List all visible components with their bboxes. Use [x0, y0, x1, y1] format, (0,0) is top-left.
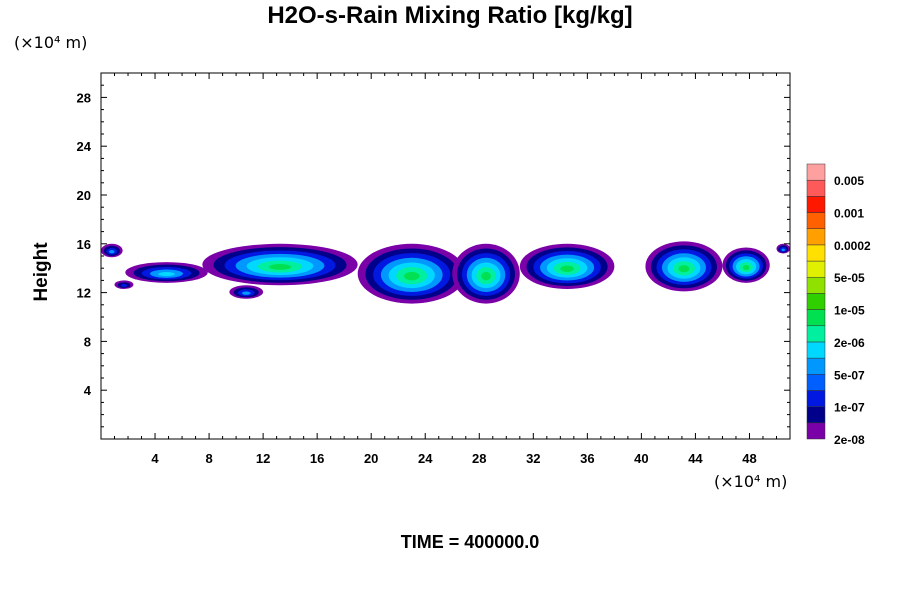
cloud-contour-level [678, 265, 690, 273]
y-axis-unit: (×10⁴ m) [14, 33, 88, 52]
colorbar-swatch [806, 244, 826, 262]
colorbar-swatch [806, 260, 826, 278]
cloud-region [519, 243, 615, 289]
colorbar-label: 2e-08 [834, 433, 865, 447]
cloud-contour-level [742, 265, 750, 271]
y-tick-label: 16 [77, 237, 91, 252]
cloud-contour-level [560, 265, 574, 272]
cloud-region [101, 243, 123, 258]
cloud-region [357, 243, 466, 304]
x-tick-label: 44 [688, 451, 703, 466]
colorbar-swatch [806, 309, 826, 327]
colorbar-label: 5e-05 [834, 271, 865, 285]
cloud-region [645, 241, 723, 292]
time-label: TIME = 400000.0 [400, 532, 540, 552]
cloud-region [114, 280, 134, 289]
x-tick-label: 48 [742, 451, 756, 466]
y-tick-label: 4 [84, 383, 92, 398]
colorbar-label: 0.001 [834, 207, 864, 221]
colorbar-swatch [806, 325, 826, 343]
colorbar-swatch [806, 422, 826, 440]
cloud-region [125, 262, 208, 283]
colorbar-swatch [806, 357, 826, 375]
cloud-contour-level [109, 250, 115, 254]
x-tick-label: 24 [418, 451, 433, 466]
y-tick-label: 12 [77, 286, 91, 301]
x-tick-label: 8 [205, 451, 212, 466]
colorbar-label: 0.005 [834, 174, 864, 188]
y-axis-ticks: 4 8 12 16 20 24 28 [77, 84, 790, 428]
cloud-contour-level [158, 271, 175, 277]
colorbar-swatch [806, 341, 826, 359]
colorbar-label: 0.0002 [834, 239, 871, 253]
x-tick-label: 16 [310, 451, 324, 466]
colorbar-swatch [806, 163, 826, 181]
x-tick-label: 4 [151, 451, 159, 466]
colorbar-swatch [806, 406, 826, 424]
x-tick-label: 32 [526, 451, 540, 466]
cloud-contour-level [404, 271, 420, 281]
y-tick-label: 20 [77, 188, 91, 203]
colorbar-swatch [806, 276, 826, 294]
x-tick-label: 12 [256, 451, 270, 466]
y-tick-label: 8 [84, 334, 91, 349]
x-axis-ticks: 4 8 12 16 20 24 28 32 36 40 44 48 [114, 73, 777, 466]
chart-title: H2O-s-Rain Mixing Ratio [kg/kg] [267, 2, 633, 29]
colorbar-swatch [806, 374, 826, 391]
colorbar-swatch [806, 196, 826, 213]
colorbar-swatch [806, 228, 826, 246]
x-axis-unit: (×10⁴ m) [714, 472, 788, 491]
cloud-region [202, 243, 358, 286]
colorbar: 0.005 0.001 0.0002 5e-05 1e-05 2e-06 5e-07 1e-0… [806, 163, 871, 447]
colorbar-swatch [806, 212, 826, 229]
x-tick-label: 40 [634, 451, 648, 466]
colorbar-swatch [806, 293, 826, 310]
colorbar-swatch [806, 390, 826, 407]
colorbar-swatch [806, 179, 826, 197]
cloud-region [776, 243, 791, 254]
cloud-region [452, 243, 520, 304]
colorbar-label: 2e-06 [834, 336, 865, 350]
x-tick-label: 28 [472, 451, 486, 466]
y-tick-label: 24 [77, 139, 92, 154]
colorbar-label: 1e-07 [834, 401, 865, 415]
x-tick-label: 36 [580, 451, 594, 466]
cloud-region [722, 247, 770, 283]
y-tick-label: 28 [77, 90, 91, 105]
cloud-contour-level [481, 271, 491, 281]
colorbar-label: 1e-05 [834, 304, 865, 318]
cloud-contour-level [268, 263, 292, 270]
cloud-region [229, 285, 264, 299]
cloud-contour-level [242, 291, 251, 295]
colorbar-label: 5e-07 [834, 368, 865, 382]
cloud-contour-level [781, 248, 785, 252]
cloud-field [101, 241, 791, 304]
x-tick-label: 20 [364, 451, 378, 466]
cloud-contour-level [120, 284, 128, 287]
